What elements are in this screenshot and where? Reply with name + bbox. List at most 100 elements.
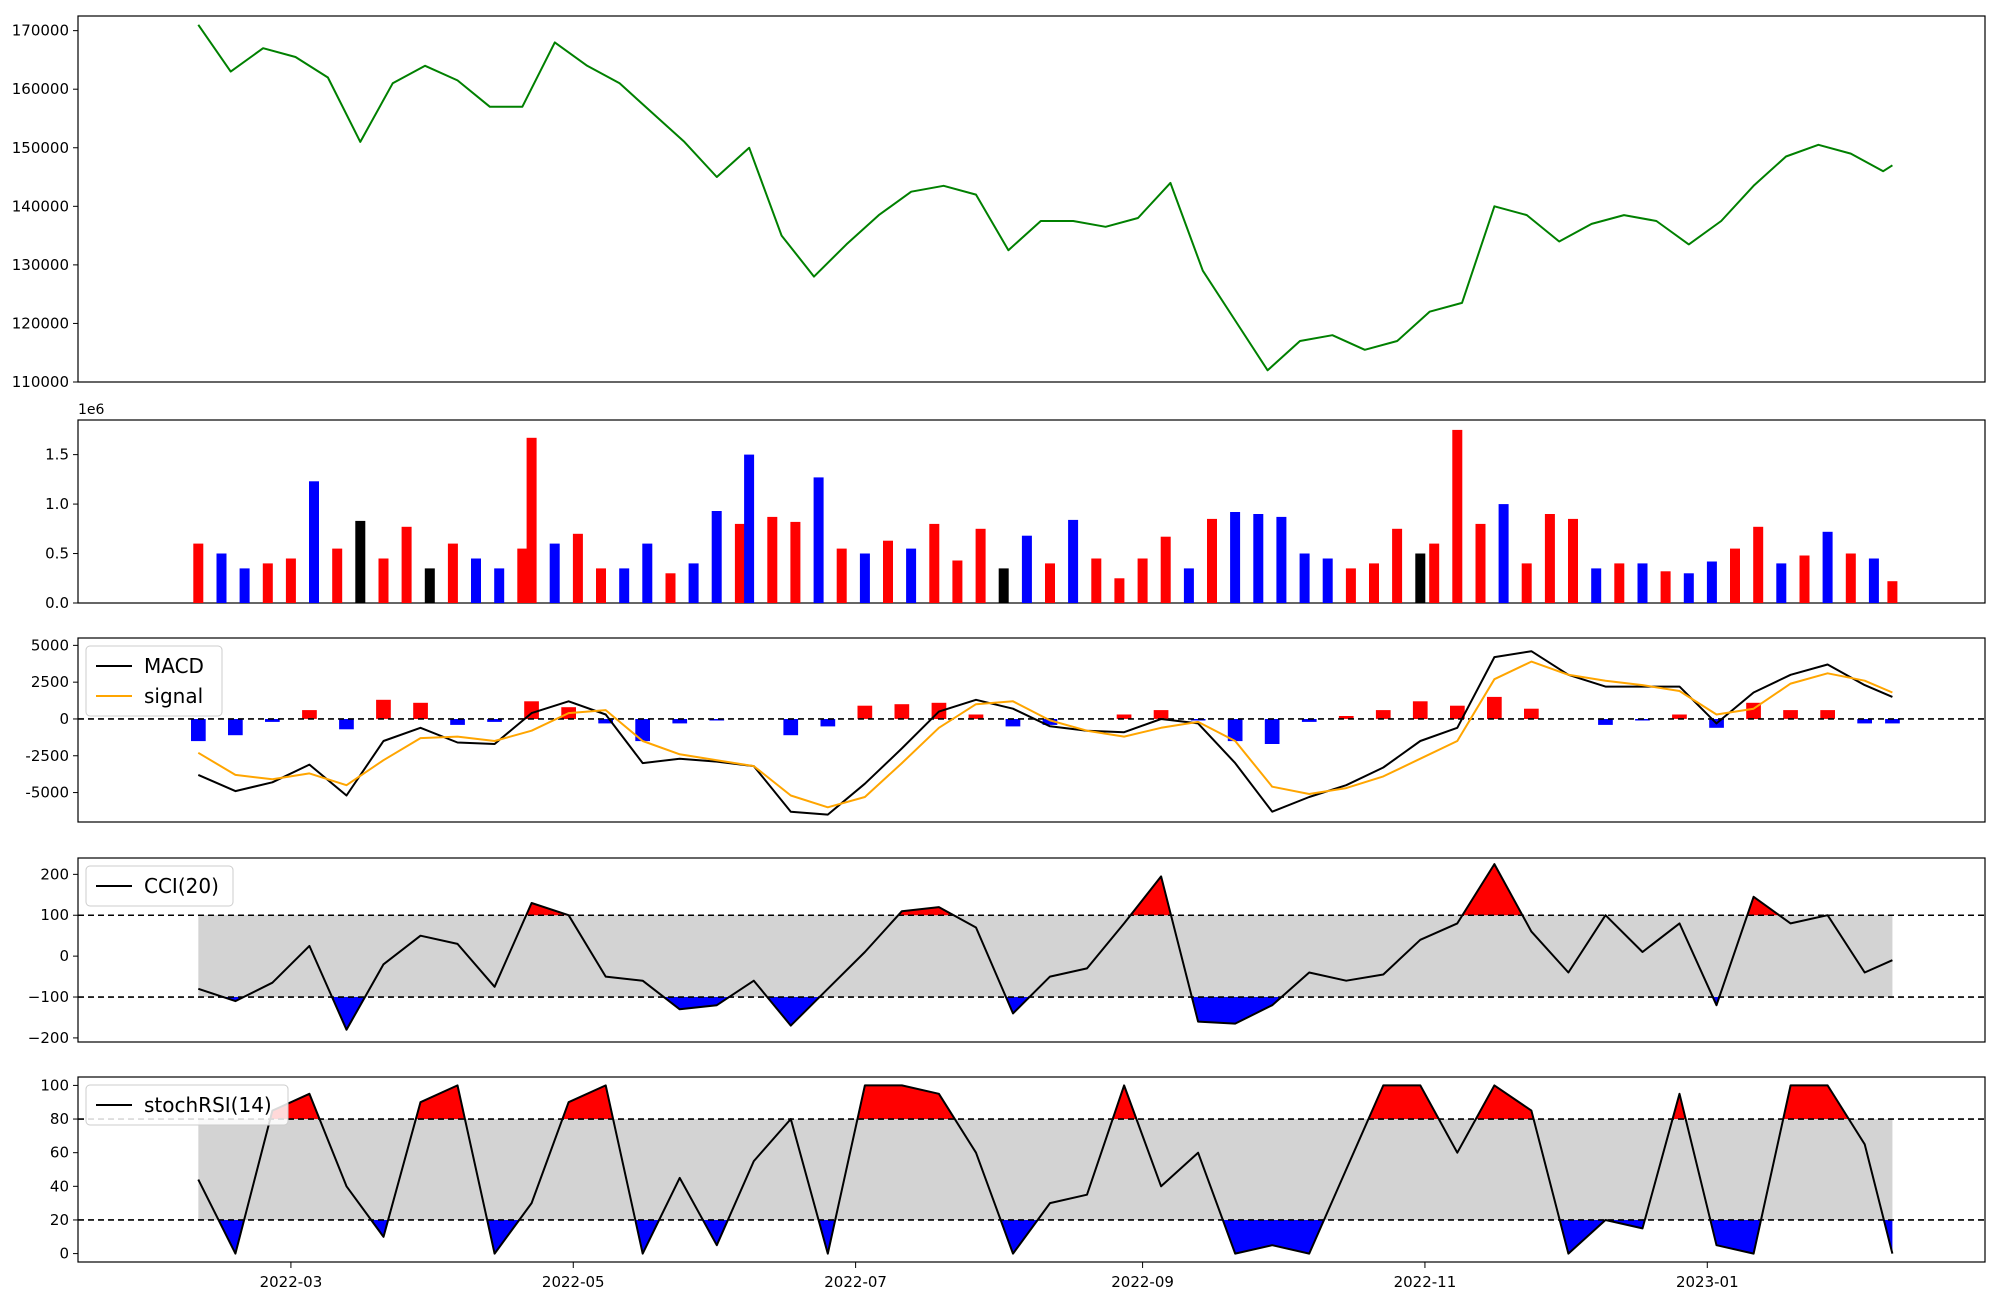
stochrsi-oversold-fill	[1222, 1220, 1324, 1254]
volume-bar	[1799, 555, 1810, 603]
stochrsi-ytick-label: 60	[50, 1144, 69, 1162]
cci-overbought-fill	[1130, 876, 1171, 916]
volume-bar	[572, 533, 583, 603]
volume-offset-label: 1e6	[78, 402, 105, 418]
macd-histogram-bar	[672, 719, 688, 724]
stochrsi-overbought-fill	[1112, 1085, 1137, 1119]
volume-bar	[494, 568, 505, 603]
x-axis-tick-label: 2022-03	[260, 1273, 323, 1291]
macd-histogram-bar	[1820, 710, 1835, 719]
macd-series-signal	[197, 660, 1893, 809]
stochrsi-overbought-fill	[562, 1085, 614, 1119]
price-ytick-label: 160000	[12, 80, 69, 98]
volume-bar	[447, 543, 458, 603]
cci-ytick-label: −100	[28, 988, 69, 1006]
stochrsi-oversold-fill	[1710, 1220, 1761, 1254]
cci-line	[197, 863, 1893, 1031]
stochrsi-legend-entry: stochRSI(14)	[144, 1093, 272, 1117]
stochrsi-overbought-fill	[415, 1085, 465, 1119]
volume-ytick-label: 0.5	[45, 545, 69, 563]
macd-histogram-bar	[1672, 714, 1687, 719]
cci-ytick-label: −200	[28, 1029, 69, 1047]
cci-oversold-fill	[663, 997, 730, 1010]
volume-bar	[1415, 553, 1426, 603]
macd-histogram-bar	[487, 719, 502, 722]
x-axis-tick-label: 2022-09	[1111, 1273, 1174, 1291]
volume-bar	[1137, 558, 1148, 603]
price-line	[197, 24, 1893, 372]
volume-bar	[734, 523, 745, 603]
volume-bar	[526, 437, 537, 603]
price-ytick-label: 110000	[12, 373, 69, 391]
volume-bar	[216, 553, 227, 603]
macd-histogram-bar	[376, 699, 391, 719]
stochrsi-oversold-fill	[818, 1220, 836, 1254]
volume-bar	[767, 516, 778, 603]
volume-bar	[998, 568, 1009, 603]
cci-oversold-fill	[1191, 997, 1282, 1024]
volume-bar	[1230, 512, 1241, 603]
stochrsi-oversold-fill	[487, 1220, 520, 1254]
volume-ytick-label: 0.0	[45, 594, 69, 612]
volume-bar	[813, 477, 824, 603]
volume-bar	[1068, 519, 1079, 603]
volume-bar	[549, 543, 560, 603]
macd-histogram-bar	[1042, 719, 1058, 725]
volume-bar	[1637, 563, 1648, 603]
macd-histogram-bar	[1524, 708, 1539, 719]
volume-bar	[790, 521, 801, 603]
volume-bar	[1091, 558, 1102, 603]
volume-bar	[1730, 548, 1740, 603]
volume-bar	[836, 548, 847, 603]
volume-bar	[1021, 535, 1032, 603]
volume-bar	[285, 558, 296, 603]
volume-bar	[1544, 514, 1555, 603]
volume-bar	[596, 568, 606, 603]
macd-histogram-bar	[1783, 710, 1798, 719]
cci-ytick-label: 0	[59, 947, 69, 965]
volume-bar	[619, 568, 630, 603]
macd-panel-frame	[77, 637, 1986, 823]
volume-bar	[688, 563, 699, 603]
cci-overbought-fill	[898, 907, 954, 916]
macd-legend-box	[85, 645, 223, 717]
volume-bar	[1160, 536, 1171, 603]
volume-bar	[1822, 531, 1833, 603]
macd-histogram-bar	[1153, 710, 1169, 719]
cci-oversold-fill	[767, 997, 820, 1026]
x-axis-tick-label: 2023-01	[1676, 1273, 1739, 1291]
volume-bar	[1392, 528, 1403, 603]
macd-ytick-label: 2500	[31, 673, 69, 691]
macd-histogram-bar	[302, 710, 317, 719]
macd-histogram-bar	[1338, 716, 1354, 719]
macd-histogram-bar	[783, 719, 799, 736]
macd-histogram-bar	[1885, 719, 1900, 724]
volume-bar	[401, 526, 412, 603]
stochrsi-band	[198, 1119, 1893, 1220]
macd-histogram-bar	[857, 705, 873, 719]
stochrsi-panel-frame	[77, 1076, 1986, 1263]
volume-bar	[642, 543, 653, 603]
volume-bar	[1475, 523, 1486, 603]
volume-bar	[1207, 518, 1217, 603]
x-axis-tick-label: 2022-05	[542, 1273, 605, 1291]
volume-bar	[424, 568, 435, 603]
macd-histogram-bar	[820, 719, 836, 727]
cci-overbought-fill	[1462, 864, 1523, 916]
macd-histogram-bar	[228, 719, 243, 736]
volume-bar	[262, 563, 273, 603]
x-axis-tick-label: 2022-07	[824, 1273, 887, 1291]
macd-histogram-bar	[968, 714, 984, 719]
volume-bar	[193, 543, 204, 603]
macd-histogram-bar	[1227, 719, 1243, 742]
macd-histogram-bar	[1598, 719, 1613, 725]
price-ytick-label: 170000	[12, 22, 69, 40]
stochrsi-overbought-fill	[1672, 1093, 1686, 1119]
macd-legend-entry: signal	[144, 684, 203, 708]
volume-bar	[1498, 504, 1509, 603]
volume-bar	[239, 568, 250, 603]
volume-bar	[1322, 558, 1333, 603]
cci-legend-entry: CCI(20)	[144, 874, 219, 898]
macd-legend: MACD signal	[85, 645, 223, 717]
stochrsi-ytick-label: 100	[40, 1076, 69, 1094]
